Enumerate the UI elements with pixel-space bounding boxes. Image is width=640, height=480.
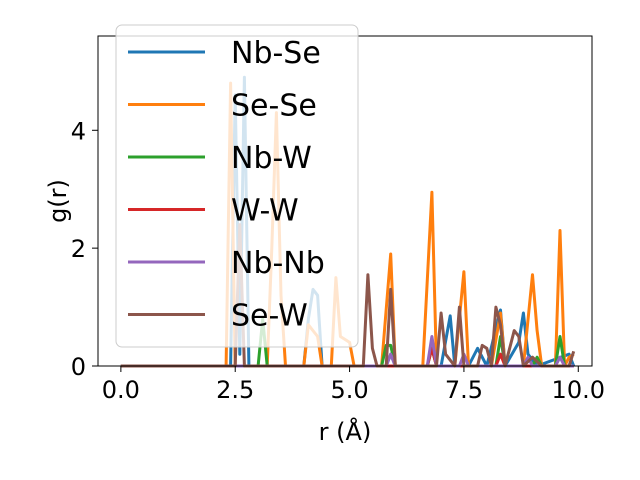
legend-label-nb-se: Nb-Se (231, 36, 321, 71)
series-line-se-w (120, 223, 576, 368)
legend-label-se-w: Se-W (231, 299, 308, 334)
x-tick-label: 7.5 (445, 376, 483, 404)
legend-label-se-se: Se-Se (231, 89, 317, 124)
y-tick-label: 0 (71, 353, 86, 381)
y-axis: 0 2 4 (71, 117, 98, 381)
x-axis-label: r (Å) (319, 417, 372, 446)
x-tick-label: 0.0 (102, 376, 140, 404)
y-tick-label: 4 (71, 117, 86, 145)
x-tick-label: 5.0 (330, 376, 368, 404)
legend: Nb-Se Se-Se Nb-W W-W Nb-Nb Se-W (115, 24, 359, 348)
legend-label-nb-w: Nb-W (231, 141, 312, 176)
x-tick-label: 10.0 (552, 376, 605, 404)
legend-label-nb-nb: Nb-Nb (231, 246, 325, 281)
legend-label-w-w: W-W (231, 194, 299, 229)
x-tick-label: 2.5 (216, 376, 254, 404)
y-axis-label: g(r) (44, 179, 72, 223)
x-axis: 0.0 2.5 5.0 7.5 10.0 (102, 366, 605, 404)
y-tick-label: 2 (71, 235, 86, 263)
